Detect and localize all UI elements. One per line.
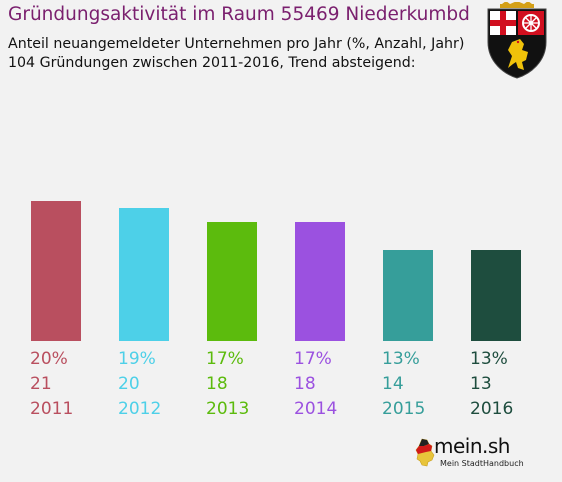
bar-2013 (207, 222, 257, 341)
subtitle-line-2: 104 Gründungen zwischen 2011-2016, Trend… (8, 55, 416, 71)
percent-label-2016: 13% (470, 349, 508, 369)
bar-2011 (31, 201, 81, 341)
year-label-2012: 2012 (118, 399, 161, 419)
logo-brand: mein.sh (434, 434, 510, 458)
count-label-2013: 18 (206, 374, 228, 394)
chart-title: Gründungsaktivität im Raum 55469 Niederk… (8, 4, 470, 25)
bar-2012 (119, 208, 169, 341)
count-label-2015: 14 (382, 374, 404, 394)
bar-2016 (471, 250, 521, 341)
chart-subtitle: Anteil neuangemeldeter Unternehmen pro J… (8, 35, 478, 73)
logo-tagline: Mein StadtHandbuch (440, 459, 524, 468)
year-label-2011: 2011 (30, 399, 73, 419)
year-label-2016: 2016 (470, 399, 513, 419)
bar-2014 (295, 222, 345, 341)
percent-label-2014: 17% (294, 349, 332, 369)
percent-label-2015: 13% (382, 349, 420, 369)
percent-label-2012: 19% (118, 349, 156, 369)
percent-label-2013: 17% (206, 349, 244, 369)
count-label-2011: 21 (30, 374, 52, 394)
count-label-2014: 18 (294, 374, 316, 394)
coat-of-arms-icon (487, 2, 547, 79)
year-label-2015: 2015 (382, 399, 425, 419)
germany-map-icon (415, 438, 435, 467)
count-label-2016: 13 (470, 374, 492, 394)
bar-2015 (383, 250, 433, 341)
percent-label-2011: 20% (30, 349, 68, 369)
count-label-2012: 20 (118, 374, 140, 394)
year-label-2013: 2013 (206, 399, 249, 419)
subtitle-line-1: Anteil neuangemeldeter Unternehmen pro J… (8, 36, 465, 52)
year-label-2014: 2014 (294, 399, 337, 419)
mein-sh-logo[interactable]: mein.sh Mein StadtHandbuch (412, 432, 540, 474)
